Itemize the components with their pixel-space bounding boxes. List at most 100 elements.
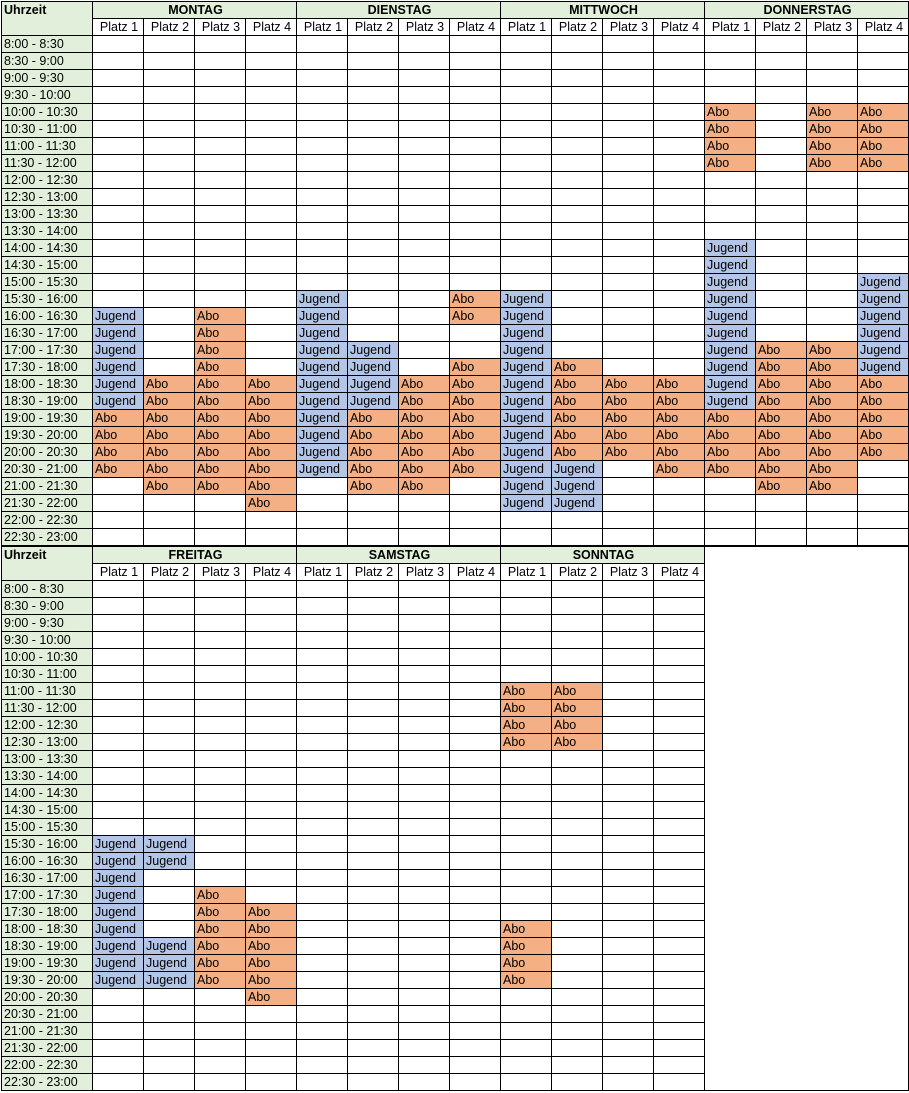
empty-booking-cell bbox=[551, 580, 603, 598]
empty-booking-cell bbox=[296, 239, 348, 257]
booking-cell-abo: Abo bbox=[245, 392, 297, 410]
day-header-dienstag: DIENSTAG bbox=[296, 1, 501, 19]
empty-booking-cell bbox=[704, 69, 756, 87]
empty-booking-cell bbox=[602, 937, 654, 955]
time-slot-label: 22:30 - 23:00 bbox=[1, 528, 93, 546]
empty-booking-cell bbox=[194, 597, 246, 615]
empty-booking-cell bbox=[500, 750, 552, 768]
empty-booking-cell bbox=[296, 86, 348, 104]
empty-booking-cell bbox=[245, 801, 297, 819]
time-slot-label: 15:00 - 15:30 bbox=[1, 818, 93, 836]
empty-booking-cell bbox=[245, 631, 297, 649]
empty-booking-cell bbox=[500, 869, 552, 887]
day-header-montag: MONTAG bbox=[92, 1, 297, 19]
empty-booking-cell bbox=[755, 120, 807, 138]
empty-booking-cell bbox=[602, 920, 654, 938]
empty-booking-cell bbox=[245, 852, 297, 870]
booking-cell-jugend: Jugend bbox=[92, 954, 144, 972]
empty-booking-cell bbox=[194, 648, 246, 666]
time-slot-row: 10:00 - 10:30 Abo Abo Abo bbox=[1, 103, 909, 121]
booking-cell-abo: Abo bbox=[347, 409, 399, 427]
empty-booking-cell bbox=[551, 154, 603, 172]
empty-booking-cell bbox=[449, 494, 501, 512]
empty-booking-cell bbox=[551, 256, 603, 274]
empty-booking-cell bbox=[92, 750, 144, 768]
empty-booking-cell bbox=[347, 307, 399, 325]
empty-booking-cell bbox=[551, 750, 603, 768]
empty-booking-cell bbox=[806, 273, 858, 291]
empty-booking-cell bbox=[500, 886, 552, 904]
empty-booking-cell bbox=[296, 937, 348, 955]
empty-booking-cell bbox=[857, 69, 909, 87]
time-slot-label: 18:00 - 18:30 bbox=[1, 375, 93, 393]
empty-booking-cell bbox=[92, 1022, 144, 1040]
empty-booking-cell bbox=[347, 205, 399, 223]
empty-booking-cell bbox=[806, 35, 858, 53]
booking-cell-jugend: Jugend bbox=[500, 460, 552, 478]
booking-cell-abo: Abo bbox=[194, 903, 246, 921]
court-header-platz-1: Platz 1 bbox=[500, 18, 552, 36]
empty-booking-cell bbox=[551, 273, 603, 291]
empty-booking-cell bbox=[296, 886, 348, 904]
empty-booking-cell bbox=[551, 852, 603, 870]
time-slot-row: 17:30 - 18:00 Jugend Abo Abo bbox=[1, 903, 909, 921]
empty-booking-cell bbox=[449, 1005, 501, 1023]
empty-booking-cell bbox=[653, 954, 705, 972]
empty-booking-cell bbox=[347, 494, 399, 512]
empty-booking-cell bbox=[92, 256, 144, 274]
empty-booking-cell bbox=[296, 120, 348, 138]
empty-booking-cell bbox=[194, 154, 246, 172]
empty-booking-cell bbox=[500, 1022, 552, 1040]
booking-cell-abo: Abo bbox=[704, 137, 756, 155]
booking-cell-abo: Abo bbox=[143, 460, 195, 478]
day-header-row: Uhrzeit MONTAG DIENSTAG MITTWOCH DONNERSTAG bbox=[1, 1, 909, 36]
court-header-platz-1: Platz 1 bbox=[92, 18, 144, 36]
booking-cell-jugend: Jugend bbox=[296, 307, 348, 325]
empty-booking-cell bbox=[143, 1056, 195, 1074]
empty-booking-cell bbox=[602, 460, 654, 478]
empty-booking-cell bbox=[245, 580, 297, 598]
empty-booking-cell bbox=[296, 818, 348, 836]
booking-cell-abo: Abo bbox=[551, 716, 603, 734]
empty-booking-cell bbox=[551, 886, 603, 904]
court-header-platz-2: Platz 2 bbox=[143, 18, 195, 36]
time-slot-label: 14:00 - 14:30 bbox=[1, 239, 93, 257]
empty-booking-cell bbox=[143, 1073, 195, 1091]
empty-booking-cell bbox=[194, 852, 246, 870]
empty-booking-cell bbox=[500, 239, 552, 257]
booking-cell-abo: Abo bbox=[551, 682, 603, 700]
empty-booking-cell bbox=[449, 528, 501, 546]
booking-cell-jugend: Jugend bbox=[296, 375, 348, 393]
booking-cell-abo: Abo bbox=[551, 358, 603, 376]
empty-booking-cell bbox=[398, 324, 450, 342]
empty-booking-cell bbox=[194, 665, 246, 683]
empty-booking-cell bbox=[296, 103, 348, 121]
time-slot-label: 22:00 - 22:30 bbox=[1, 1056, 93, 1074]
empty-booking-cell bbox=[500, 1056, 552, 1074]
booking-cell-jugend: Jugend bbox=[704, 256, 756, 274]
empty-booking-cell bbox=[143, 86, 195, 104]
court-header-row: Platz 1 Platz 2 Platz 3 Platz 4 Platz 1 Platz… bbox=[2, 563, 909, 581]
empty-booking-cell bbox=[245, 358, 297, 376]
day-header-freitag: FREITAG bbox=[92, 546, 297, 564]
booking-cell-abo: Abo bbox=[143, 392, 195, 410]
empty-booking-cell bbox=[449, 597, 501, 615]
time-slot-row: 13:00 - 13:30 bbox=[1, 205, 909, 223]
empty-booking-cell bbox=[449, 648, 501, 666]
empty-booking-cell bbox=[449, 699, 501, 717]
booking-cell-abo: Abo bbox=[194, 358, 246, 376]
empty-booking-cell bbox=[398, 682, 450, 700]
empty-booking-cell bbox=[143, 511, 195, 529]
empty-booking-cell bbox=[296, 699, 348, 717]
empty-booking-cell bbox=[143, 869, 195, 887]
empty-booking-cell bbox=[653, 1056, 705, 1074]
booking-cell-abo: Abo bbox=[245, 971, 297, 989]
court-header-platz-2: Platz 2 bbox=[551, 18, 603, 36]
empty-booking-cell bbox=[92, 35, 144, 53]
empty-booking-cell bbox=[398, 120, 450, 138]
empty-booking-cell bbox=[857, 494, 909, 512]
booking-cell-jugend: Jugend bbox=[704, 273, 756, 291]
booking-cell-abo: Abo bbox=[398, 477, 450, 495]
empty-booking-cell bbox=[602, 511, 654, 529]
booking-cell-abo: Abo bbox=[449, 460, 501, 478]
